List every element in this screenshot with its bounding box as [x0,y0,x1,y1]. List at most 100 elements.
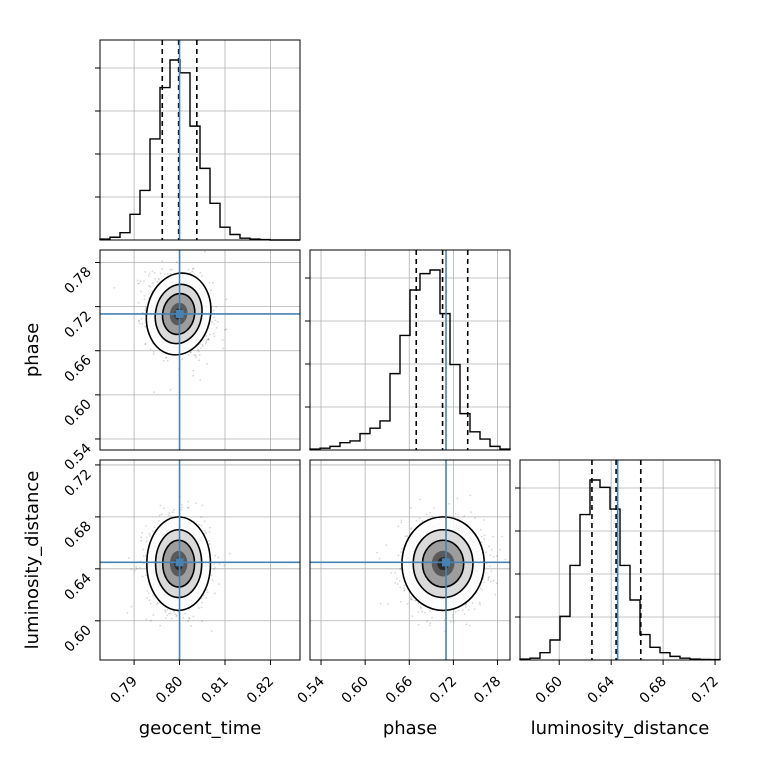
scatter-point [426,620,428,623]
scatter-point [451,616,454,619]
scatter-point [454,611,457,613]
scatter-point [173,508,176,511]
scatter-point [224,328,226,331]
scatter-point [215,306,218,308]
scatter-point [479,603,481,606]
scatter-point [187,506,190,509]
y-axis-label-phase: phase [22,323,43,377]
scatter-point [205,531,207,534]
scatter-point [421,520,424,523]
scatter-point [154,278,156,280]
scatter-point [141,575,144,578]
scatter-point [147,274,150,277]
scatter-point [481,589,483,591]
scatter-point [148,272,151,275]
x-tick-label-geocent-time: 0.80 [153,674,186,707]
x-tick-label-phase: 0.72 [427,674,460,707]
scatter-point [187,353,190,356]
scatter-point [127,557,130,559]
scatter-point [429,511,431,514]
scatter-point [490,580,492,583]
scatter-point [421,610,424,613]
scatter-point [201,601,204,604]
scatter-point [200,347,202,349]
scatter-point [200,606,203,609]
scatter-point [225,328,228,331]
scatter-point [201,504,204,507]
scatter-point [171,511,174,513]
scatter-point [145,618,148,621]
joint-luminosity-distance-vs-geocent-time [100,460,300,660]
scatter-point [208,531,211,533]
panel-border [99,459,301,661]
scatter-point [223,564,226,567]
scatter-point [161,260,164,263]
scatter-point [215,326,218,329]
scatter-point [165,356,168,359]
scatter-point [209,526,211,529]
scatter-point [411,615,414,617]
scatter-point [144,554,147,557]
scatter-point [144,326,147,328]
scatter-point [149,602,152,605]
scatter-point [158,514,161,517]
scatter-point [208,281,211,284]
scatter-point [467,608,470,611]
scatter-point [130,605,133,608]
scatter-point [201,345,204,347]
scatter-point [180,504,183,506]
scatter-point [495,582,498,585]
scatter-point [166,359,169,362]
scatter-point [157,277,160,280]
scatter-point [399,600,402,603]
joint-content [100,460,300,660]
scatter-point [136,279,139,282]
truth-marker [175,558,184,567]
scatter-point [214,566,217,569]
scatter-point [207,338,210,340]
scatter-point [175,615,178,618]
scatter-point [201,344,204,346]
scatter-point [204,250,206,253]
scatter-point [457,609,460,612]
x-axis-label-luminosity-distance: luminosity_distance [531,718,710,739]
scatter-point [492,556,495,558]
truth-marker [442,558,451,567]
scatter-point [210,289,213,292]
scatter-point [216,321,219,323]
histogram-geocent-time [99,59,300,241]
scatter-point [194,354,197,357]
scatter-point [213,335,216,338]
scatter-point [187,620,190,622]
scatter-point [192,268,194,270]
scatter-point [113,286,116,289]
y-axis-label-luminosity-distance: luminosity_distance [22,471,43,650]
y-tick-label-phase: 0.78 [61,264,94,297]
scatter-point [410,506,412,509]
scatter-point [153,391,155,394]
scatter-point [490,570,493,573]
scatter-point [398,580,401,582]
scatter-point [159,624,162,627]
scatter-point [492,535,495,538]
histogram-luminosity-distance [519,479,721,661]
scatter-point [148,599,151,602]
scatter-point [164,610,167,613]
scatter-point [144,307,147,309]
scatter-point [490,549,493,551]
scatter-point [145,574,148,577]
scatter-point [206,338,209,341]
y-tick-label-phase: 0.66 [61,352,94,385]
scatter-point [150,619,152,622]
x-tick-label-luminosity-distance: 0.64 [585,673,618,706]
scatter-point [376,551,378,554]
scatter-point [468,624,471,627]
scatter-point [470,511,472,513]
scatter-point [173,610,176,613]
y-tick-label-phase: 0.72 [61,308,94,341]
scatter-point [496,555,498,557]
scatter-point [176,614,178,617]
scatter-point [479,587,482,590]
scatter-point [396,583,399,585]
scatter-point [425,513,428,516]
